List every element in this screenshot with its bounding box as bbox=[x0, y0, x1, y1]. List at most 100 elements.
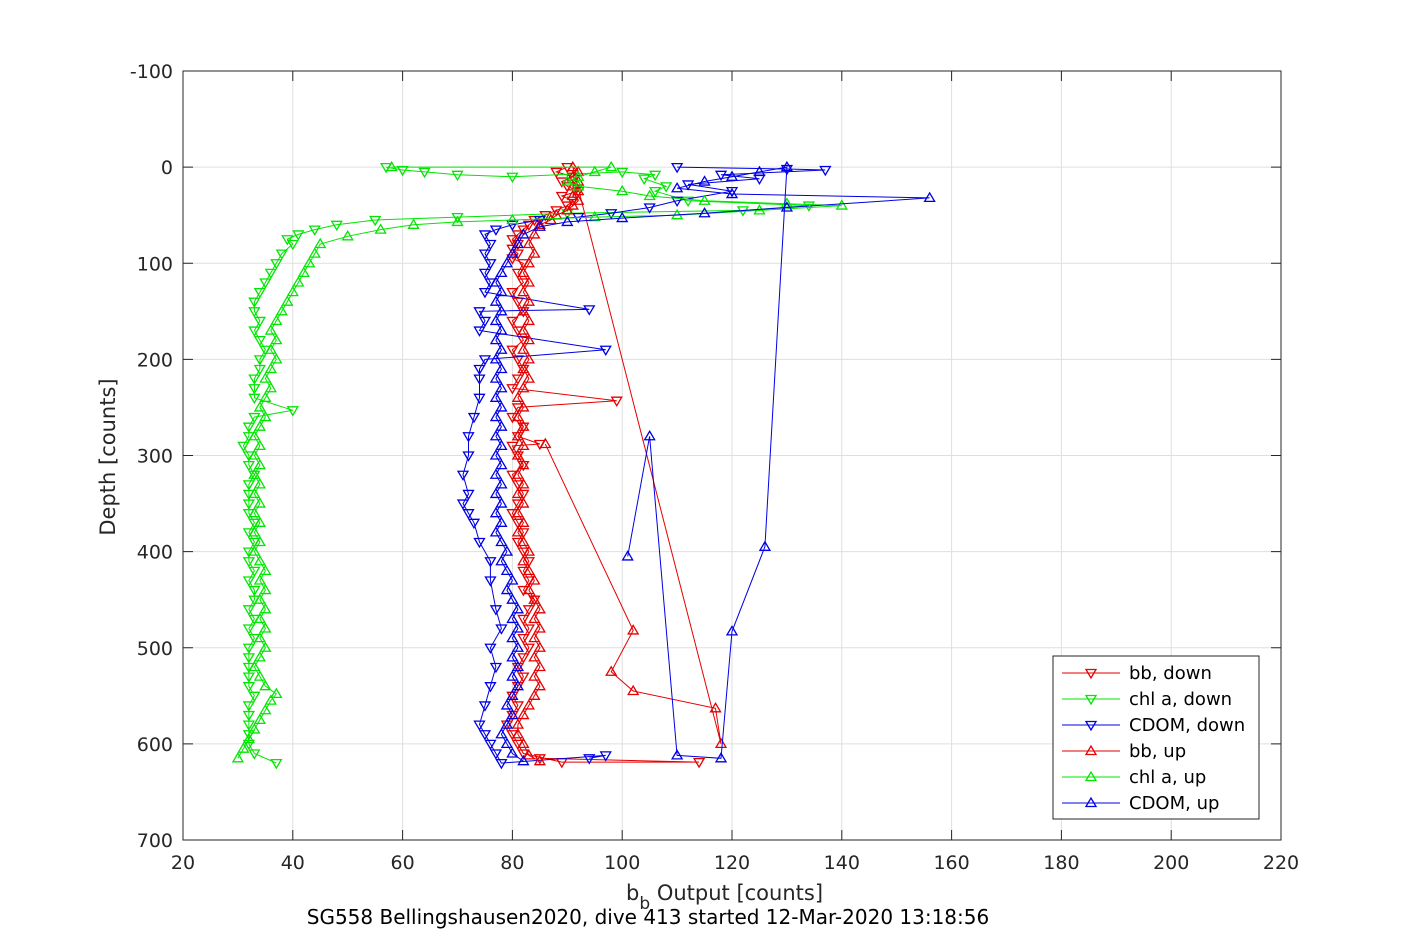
data-point bbox=[517, 708, 530, 720]
data-point bbox=[566, 160, 579, 172]
data-point bbox=[517, 535, 530, 547]
data-point bbox=[253, 554, 266, 566]
data-point bbox=[670, 162, 684, 174]
data-point bbox=[572, 180, 585, 191]
data-point bbox=[583, 754, 596, 765]
data-point bbox=[528, 631, 541, 643]
data-point bbox=[517, 266, 530, 278]
data-point bbox=[627, 684, 640, 696]
data-point bbox=[725, 170, 739, 181]
y-tick-label: -100 bbox=[130, 61, 173, 83]
data-point bbox=[248, 384, 261, 395]
data-point bbox=[528, 247, 541, 258]
data-point bbox=[511, 641, 525, 652]
data-point bbox=[533, 641, 546, 652]
data-point bbox=[467, 518, 481, 530]
data-point bbox=[511, 682, 525, 693]
data-point bbox=[489, 468, 503, 479]
data-point bbox=[264, 343, 277, 354]
data-point bbox=[500, 720, 514, 731]
data-point bbox=[253, 535, 266, 547]
data-point bbox=[517, 364, 530, 376]
data-point bbox=[259, 703, 272, 715]
x-tick-label: 160 bbox=[933, 852, 969, 874]
data-point bbox=[643, 189, 656, 201]
y-tick-label: 400 bbox=[137, 542, 173, 564]
data-point bbox=[456, 470, 470, 482]
series-cdom-down bbox=[456, 162, 832, 770]
data-point bbox=[758, 540, 772, 551]
data-point bbox=[605, 160, 618, 172]
data-point bbox=[517, 633, 530, 645]
data-point bbox=[248, 468, 261, 479]
data-point bbox=[473, 307, 486, 318]
data-point bbox=[500, 718, 514, 729]
data-point bbox=[517, 305, 530, 316]
data-point bbox=[308, 225, 321, 236]
data-point bbox=[495, 478, 508, 489]
data-point bbox=[286, 285, 299, 297]
data-point bbox=[242, 460, 256, 472]
data-point bbox=[670, 749, 684, 760]
data-point bbox=[462, 509, 475, 520]
data-point bbox=[517, 653, 530, 664]
data-point bbox=[522, 295, 536, 306]
data-point bbox=[242, 605, 256, 616]
y-tick-label: 0 bbox=[161, 157, 173, 179]
data-point bbox=[242, 480, 256, 491]
data-point bbox=[473, 537, 486, 549]
data-point bbox=[517, 401, 530, 412]
data-point bbox=[522, 353, 536, 364]
data-point bbox=[522, 314, 536, 326]
data-point bbox=[495, 554, 508, 566]
x-axis-label-subscript: b bbox=[639, 894, 650, 914]
data-point bbox=[517, 439, 530, 451]
data-point bbox=[506, 384, 519, 395]
data-point bbox=[248, 429, 261, 441]
data-point bbox=[489, 333, 503, 345]
data-point bbox=[500, 256, 514, 268]
data-point bbox=[248, 307, 261, 318]
x-tick-label: 120 bbox=[714, 852, 750, 874]
data-point bbox=[506, 247, 519, 258]
data-point bbox=[484, 682, 497, 693]
data-point bbox=[259, 583, 272, 595]
data-point bbox=[517, 516, 530, 527]
data-point bbox=[511, 451, 525, 462]
data-point bbox=[511, 506, 525, 518]
data-point bbox=[500, 545, 514, 556]
data-point bbox=[270, 259, 283, 270]
data-point bbox=[495, 439, 508, 451]
data-point bbox=[495, 401, 508, 412]
data-point bbox=[522, 643, 536, 655]
data-point bbox=[264, 324, 277, 335]
data-point bbox=[533, 660, 546, 672]
data-point bbox=[253, 316, 266, 328]
data-point bbox=[495, 266, 508, 278]
data-point bbox=[725, 625, 739, 636]
data-point bbox=[511, 701, 525, 712]
data-point bbox=[506, 254, 519, 265]
x-axis: 20 40 60 80 100 120 140 160 180 200 220 bbox=[171, 71, 1299, 874]
data-point bbox=[522, 372, 536, 383]
data-point bbox=[259, 641, 272, 652]
data-point bbox=[484, 576, 497, 587]
data-point bbox=[478, 249, 492, 260]
data-point bbox=[528, 670, 541, 681]
data-point bbox=[473, 720, 486, 731]
data-point bbox=[511, 237, 525, 249]
data-point bbox=[478, 287, 492, 299]
data-point bbox=[528, 595, 541, 606]
data-point bbox=[698, 206, 711, 218]
data-point bbox=[253, 651, 266, 662]
data-point bbox=[253, 631, 266, 643]
data-point bbox=[533, 679, 546, 691]
data-point bbox=[528, 651, 541, 662]
data-point bbox=[506, 316, 519, 328]
data-point bbox=[478, 730, 492, 741]
legend-entry: bb, down bbox=[1129, 663, 1212, 684]
data-point bbox=[522, 564, 536, 575]
data-point bbox=[467, 412, 481, 424]
data-point bbox=[253, 401, 266, 412]
data-point bbox=[517, 754, 530, 766]
